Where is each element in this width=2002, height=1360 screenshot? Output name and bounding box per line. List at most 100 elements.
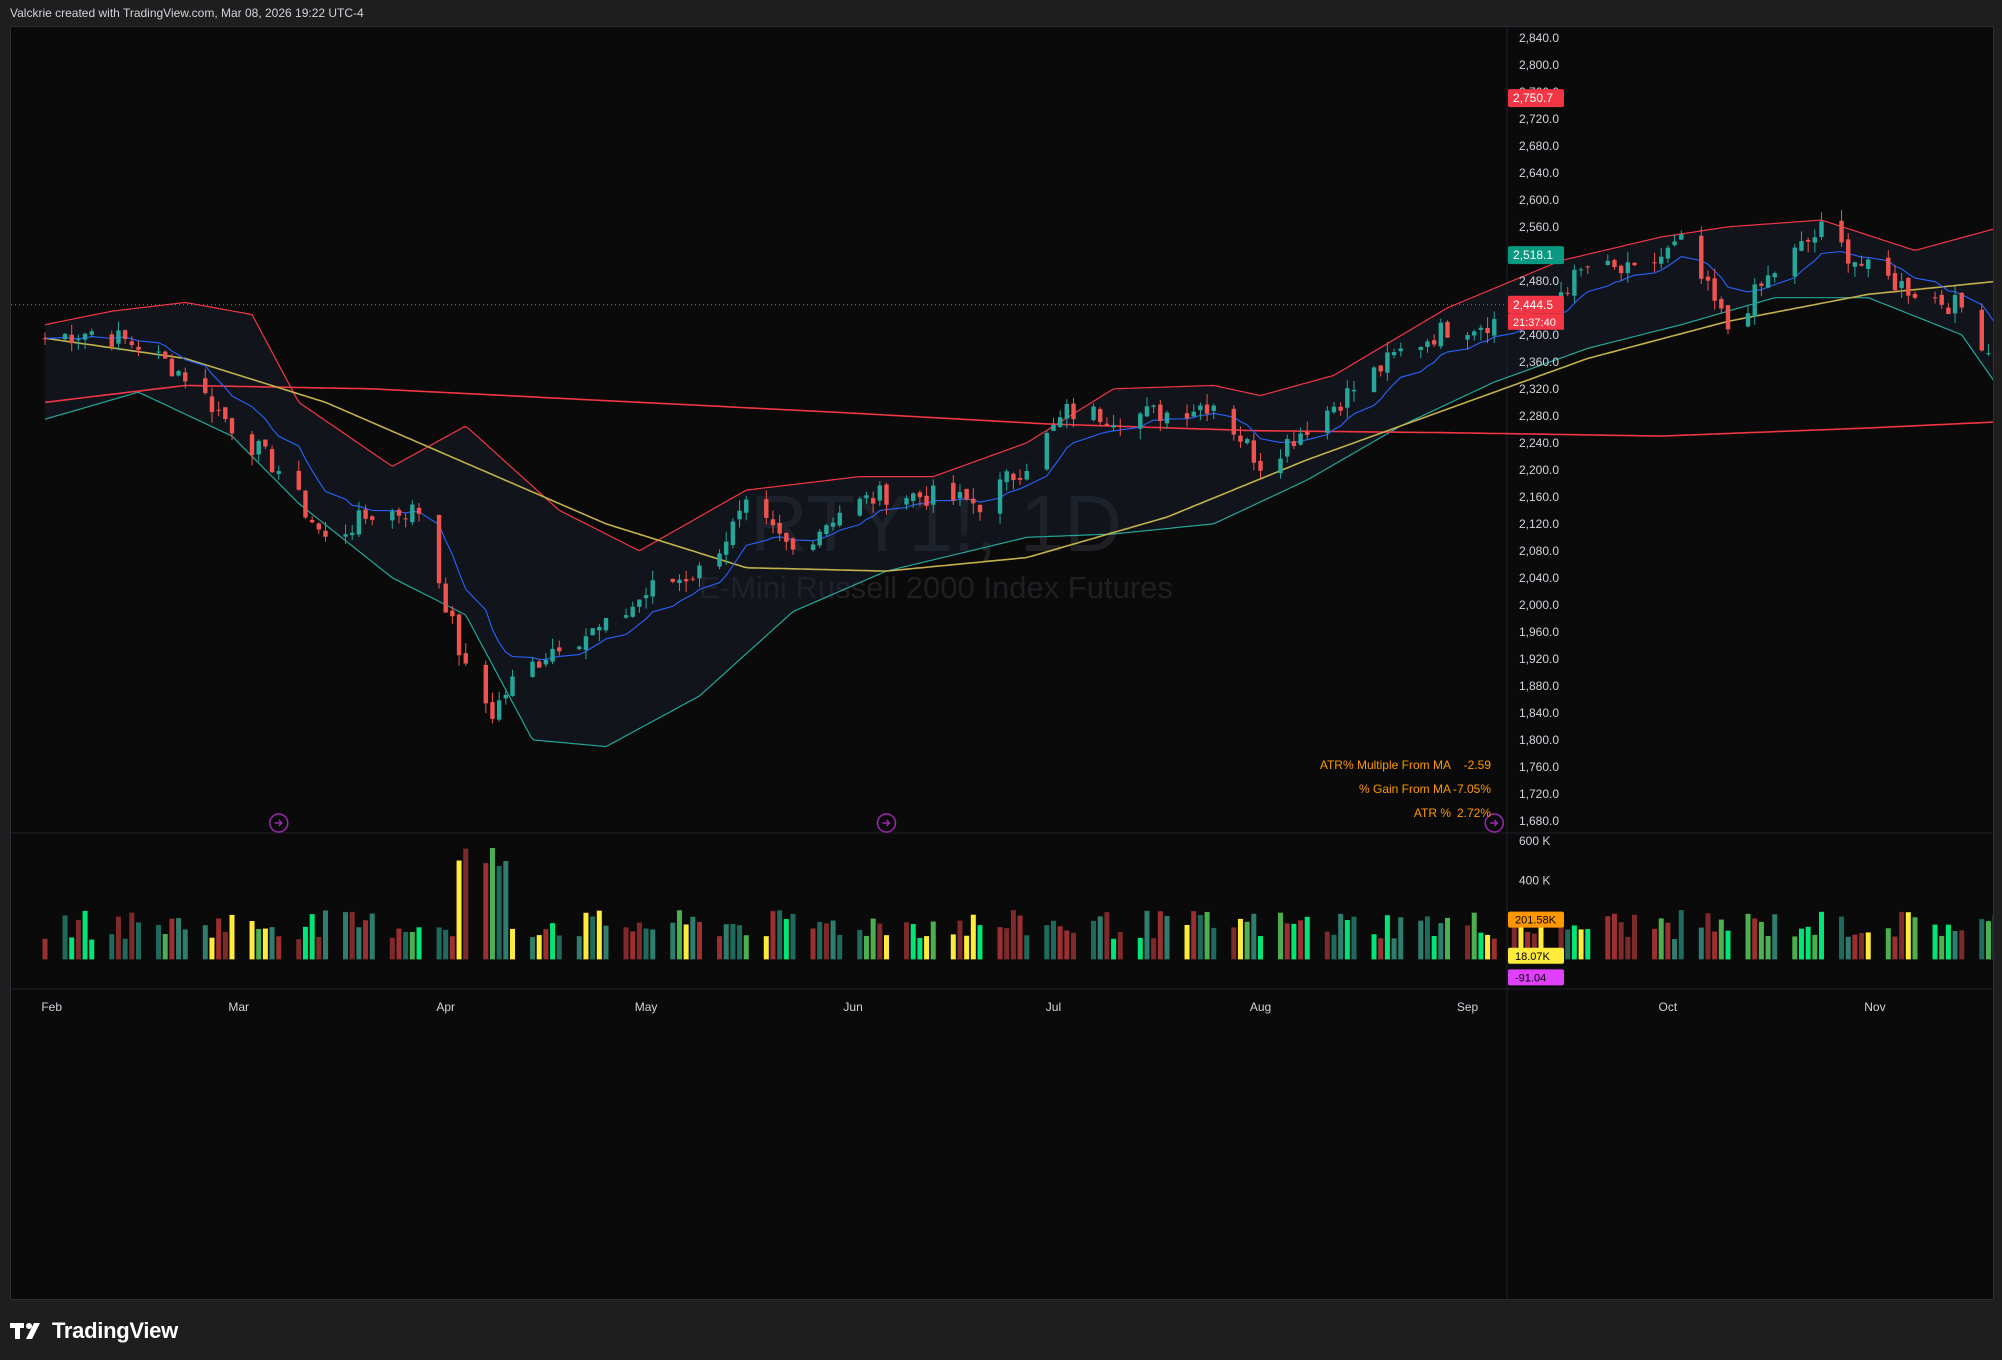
candle	[623, 608, 629, 619]
candle-body	[1211, 405, 1216, 411]
volume-bar	[1258, 936, 1263, 960]
candle-body	[1799, 241, 1804, 251]
candle	[1585, 265, 1590, 275]
candle-body	[1184, 413, 1190, 419]
candle	[777, 514, 782, 541]
volume-bar	[1298, 920, 1304, 960]
volume-bar	[129, 912, 135, 960]
candle-body	[1912, 294, 1918, 298]
volume-bar	[830, 920, 836, 960]
candle-body	[223, 407, 228, 420]
candle-body	[1418, 346, 1423, 350]
volume-bar	[1017, 915, 1023, 960]
candle-body	[76, 339, 81, 341]
candle	[1572, 264, 1577, 303]
time-tick-label: Jun	[843, 1000, 862, 1014]
volume-bar	[1819, 911, 1824, 960]
volume-bar	[503, 861, 509, 960]
price-chart[interactable]: RTY1!, 1D E-Mini Russell 2000 Index Futu…	[11, 27, 1993, 1299]
candle-body	[229, 418, 235, 434]
volume-bar	[1632, 914, 1637, 960]
volume-bar	[783, 919, 789, 960]
chart-frame[interactable]: RTY1!, 1D E-Mini Russell 2000 Index Futu…	[10, 26, 1994, 1300]
event-marker-icon[interactable]	[876, 813, 897, 833]
volume-bar	[543, 929, 549, 960]
candle-body	[1305, 431, 1310, 435]
candle-body	[1679, 234, 1684, 240]
volume-bar	[550, 923, 556, 960]
candle	[1906, 277, 1911, 304]
candle-body	[496, 700, 502, 720]
candle-body	[643, 595, 649, 599]
candle-body	[630, 606, 635, 617]
chart-credit: Valckrie created with TradingView.com, M…	[10, 6, 364, 20]
candle	[1866, 257, 1871, 278]
volume-bar	[1231, 927, 1237, 960]
candle	[1578, 267, 1584, 277]
volume-bar	[930, 921, 936, 960]
candle	[450, 605, 455, 624]
volume-bar	[1912, 917, 1918, 960]
candle-body	[1625, 262, 1631, 274]
volume-bar	[483, 863, 489, 960]
candle-body	[623, 615, 629, 618]
candle	[1899, 273, 1904, 299]
candle	[670, 578, 675, 584]
volume-bar	[1471, 912, 1477, 960]
candle	[737, 500, 742, 528]
candle	[1425, 338, 1430, 353]
event-marker-icon[interactable]	[1484, 813, 1504, 833]
candle	[456, 613, 462, 666]
candle	[1398, 342, 1403, 357]
candle-body	[1665, 247, 1671, 259]
volume-bar	[296, 939, 302, 960]
event-marker-icon[interactable]	[269, 813, 289, 833]
price-tick-label: 2,240.0	[1519, 436, 1559, 450]
volume-bar	[369, 913, 375, 960]
candle-body	[1959, 292, 1964, 308]
candle	[1291, 432, 1297, 450]
volume-bar	[1424, 916, 1430, 960]
candle-body	[1425, 341, 1430, 347]
candle-body	[1204, 404, 1210, 414]
candle	[276, 465, 281, 480]
candle-body	[410, 504, 415, 523]
volume-bar	[1618, 922, 1624, 960]
candle-body	[416, 507, 422, 514]
candle	[263, 439, 268, 450]
candle	[530, 657, 535, 678]
volume-bar	[650, 929, 656, 960]
volume-bar	[456, 860, 462, 960]
candle	[677, 574, 682, 592]
candle	[577, 645, 582, 651]
candle	[1118, 418, 1123, 437]
candle-body	[1158, 404, 1163, 422]
candle	[964, 488, 969, 501]
candle	[1057, 410, 1063, 429]
volume-bar	[1351, 916, 1357, 960]
candle-body	[1892, 273, 1898, 291]
volume-tick-label: 400 K	[1519, 873, 1550, 887]
volume-bar	[1745, 913, 1751, 960]
candle-body	[1772, 273, 1777, 278]
candle	[864, 491, 869, 504]
candle	[176, 369, 181, 377]
volume-bar	[249, 921, 255, 960]
price-label-box	[1508, 89, 1564, 108]
candle	[296, 460, 301, 491]
volume-bar	[1431, 936, 1437, 960]
candle-body	[1291, 441, 1297, 447]
info-table-label: ATR% Multiple From MA	[1320, 758, 1451, 772]
volume-bar	[530, 937, 536, 960]
candle	[1839, 210, 1844, 248]
candle-body	[870, 498, 876, 504]
candle-body	[1371, 367, 1377, 393]
volume-bar	[1144, 910, 1150, 960]
candle	[1231, 405, 1236, 441]
candle	[1852, 261, 1858, 277]
volume-bar	[1852, 934, 1858, 960]
candle-body	[1098, 409, 1103, 423]
candle	[1004, 469, 1009, 491]
candle-body	[62, 333, 68, 340]
candle	[1752, 278, 1757, 325]
